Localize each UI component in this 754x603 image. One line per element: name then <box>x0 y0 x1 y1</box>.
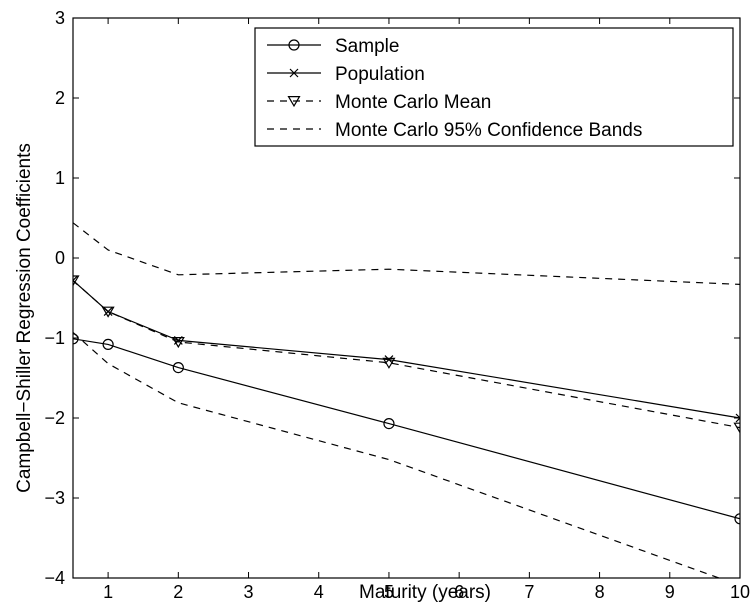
legend-sample-label: Sample <box>335 36 399 57</box>
legend-monte-carlo-95-confidence-bands-label: Monte Carlo 95% Confidence Bands <box>335 120 642 141</box>
monte-carlo-mean-point <box>73 275 80 287</box>
plot-frame <box>72 17 741 579</box>
y-tick-label: 2 <box>55 88 65 108</box>
sample-line <box>73 338 740 520</box>
monte-carlo-mean-line <box>73 279 740 429</box>
x-tick-label: 7 <box>524 582 534 602</box>
y-tick-label: −3 <box>44 488 65 508</box>
y-tick-label: −1 <box>44 328 65 348</box>
legend-population-marker <box>289 68 299 78</box>
sample-point <box>734 513 740 525</box>
x-tick-label: 10 <box>730 582 750 602</box>
monte-carlo-mean-point <box>382 357 396 369</box>
monte-carlo-mean-point <box>733 422 740 434</box>
population-line <box>73 279 740 419</box>
legend-sample-marker <box>288 39 300 51</box>
series-4-line <box>73 331 720 578</box>
x-tick-label: 2 <box>173 582 183 602</box>
monte-carlo-95-confidence-bands-line <box>73 222 740 285</box>
monte-carlo-mean-point <box>101 306 115 318</box>
data-layer <box>73 222 740 578</box>
x-tick-label: 6 <box>454 582 464 602</box>
x-tick-label: 9 <box>665 582 675 602</box>
axes: 1 2 3 4 5 6 7 8 9 10 −4 −3 −2 −1 0 1 2 3 <box>44 8 750 602</box>
sample-point <box>383 418 395 430</box>
sample-point <box>172 362 184 374</box>
y-tick-label: −4 <box>44 568 65 588</box>
legend-box <box>254 27 734 147</box>
population-point <box>735 413 740 423</box>
legend: Sample Population Monte Carlo Mean Monte Ca… <box>254 27 734 147</box>
x-tick-label: 1 <box>103 582 113 602</box>
y-tick-label: 0 <box>55 248 65 268</box>
y-tick-label: 3 <box>55 8 65 28</box>
monte-carlo-mean-point <box>171 337 185 349</box>
x-tick-label: 3 <box>244 582 254 602</box>
sample-point <box>102 338 114 350</box>
x-tick-label: 8 <box>595 582 605 602</box>
legend-monte-carlo-mean-label: Monte Carlo Mean <box>335 92 491 113</box>
y-tick-label: −2 <box>44 408 65 428</box>
x-tick-label: 4 <box>314 582 324 602</box>
sample-point <box>73 333 79 345</box>
y-axis-label: Campbell−Shiller Regression Coefficients <box>14 143 35 493</box>
x-tick-label: 5 <box>384 582 394 602</box>
legend-monte-carlo-mean-marker <box>287 96 301 108</box>
x-axis-label: Maturity (years) <box>359 582 491 603</box>
y-tick-label: 1 <box>55 168 65 188</box>
legend-population-label: Population <box>335 64 425 85</box>
